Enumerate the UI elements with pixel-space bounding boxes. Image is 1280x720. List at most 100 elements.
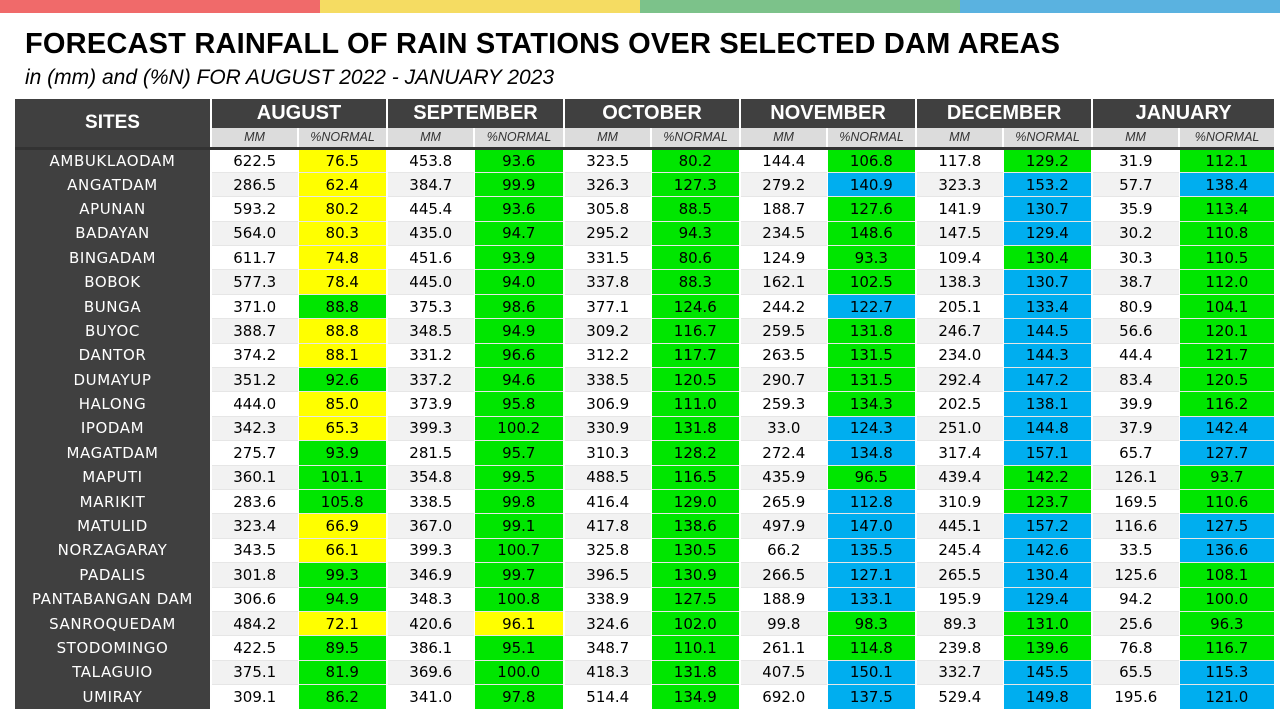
mm-value: 354.8 bbox=[386, 464, 475, 490]
pct-normal-value: 96.5 bbox=[826, 464, 917, 490]
pct-normal-value: 80.2 bbox=[650, 147, 741, 173]
pct-normal-value: 130.4 bbox=[1002, 245, 1093, 270]
mm-value: 30.3 bbox=[1091, 245, 1180, 270]
pct-normal-value: 88.3 bbox=[650, 269, 741, 295]
pct-normal-value: 112.0 bbox=[1178, 269, 1275, 295]
pct-normal-value: 127.1 bbox=[826, 562, 917, 588]
pct-normal-value: 97.8 bbox=[473, 684, 565, 709]
pct-normal-value: 131.8 bbox=[826, 318, 917, 344]
mm-value: 66.2 bbox=[739, 537, 828, 563]
mm-value: 65.7 bbox=[1091, 440, 1180, 466]
pct-normal-value: 81.9 bbox=[297, 659, 388, 685]
pct-normal-value: 127.7 bbox=[1178, 440, 1275, 466]
mm-value: 325.8 bbox=[563, 537, 652, 563]
pct-normal-value: 89.5 bbox=[297, 635, 388, 661]
pct-normal-value: 127.3 bbox=[650, 171, 741, 197]
mm-value: 309.2 bbox=[563, 318, 652, 344]
mm-subheader: MM bbox=[210, 128, 298, 150]
pct-normal-subheader: %NORMAL bbox=[1002, 128, 1093, 150]
mm-value: 80.9 bbox=[1091, 293, 1180, 319]
pct-normal-value: 129.4 bbox=[1002, 220, 1093, 246]
month-header-row: SITES AUGUST SEPTEMBER OCTOBER NOVEMBER DECE… bbox=[15, 99, 1275, 150]
pct-normal-value: 80.2 bbox=[297, 196, 388, 222]
pct-normal-value: 93.7 bbox=[1178, 464, 1275, 490]
pct-normal-value: 104.1 bbox=[1178, 293, 1275, 319]
top-bar-blue bbox=[960, 0, 1280, 13]
mm-value: 37.9 bbox=[1091, 415, 1180, 441]
site-name: AMBUKLAODAM bbox=[15, 147, 211, 173]
pct-normal-value: 114.8 bbox=[826, 635, 917, 661]
mm-value: 89.3 bbox=[915, 610, 1004, 636]
site-name: MATULID bbox=[15, 513, 211, 539]
pct-normal-value: 127.6 bbox=[826, 196, 917, 222]
table-row: ANGATDAM 286.5 62.4 384.7 99.9 326.3 127.3 279.… bbox=[15, 171, 1275, 197]
mm-value: 388.7 bbox=[210, 318, 298, 344]
pct-normal-value: 134.9 bbox=[650, 684, 741, 709]
table-body: AMBUKLAODAM 622.5 76.5 453.8 93.6 323.5 80.2 14… bbox=[15, 147, 1275, 709]
mm-value: 330.9 bbox=[563, 415, 652, 441]
site-name: BADAYAN bbox=[15, 220, 211, 246]
mm-value: 445.1 bbox=[915, 513, 1004, 539]
mm-value: 141.9 bbox=[915, 196, 1004, 222]
pct-normal-subheader: %NORMAL bbox=[650, 128, 741, 150]
pct-normal-value: 131.8 bbox=[650, 415, 741, 441]
mm-value: 169.5 bbox=[1091, 488, 1180, 514]
table-row: NORZAGARAY 343.5 66.1 399.3 100.7 325.8 130.5 6… bbox=[15, 537, 1275, 563]
pct-normal-value: 76.5 bbox=[297, 147, 388, 173]
site-name: PANTABANGAN DAM bbox=[15, 586, 211, 612]
pct-normal-value: 96.3 bbox=[1178, 610, 1275, 636]
pct-normal-value: 157.2 bbox=[1002, 513, 1093, 539]
pct-normal-value: 142.2 bbox=[1002, 464, 1093, 490]
mm-value: 439.4 bbox=[915, 464, 1004, 490]
pct-normal-value: 66.9 bbox=[297, 513, 388, 539]
mm-value: 351.2 bbox=[210, 367, 298, 392]
table-row: MAPUTI 360.1 101.1 354.8 99.5 488.5 116.5 435.9… bbox=[15, 464, 1275, 490]
site-name: DUMAYUP bbox=[15, 367, 211, 392]
pct-normal-value: 137.5 bbox=[826, 684, 917, 709]
table-row: DUMAYUP 351.2 92.6 337.2 94.6 338.5 120.5 290.7… bbox=[15, 367, 1275, 392]
mm-value: 246.7 bbox=[915, 318, 1004, 344]
pct-normal-value: 127.5 bbox=[650, 586, 741, 612]
mm-value: 195.9 bbox=[915, 586, 1004, 612]
pct-normal-value: 88.1 bbox=[297, 342, 388, 368]
pct-normal-value: 131.0 bbox=[1002, 610, 1093, 636]
pct-normal-value: 147.0 bbox=[826, 513, 917, 539]
pct-normal-value: 96.6 bbox=[473, 342, 565, 368]
pct-normal-subheader: %NORMAL bbox=[826, 128, 917, 150]
mm-value: 266.5 bbox=[739, 562, 828, 588]
mm-value: 290.7 bbox=[739, 367, 828, 392]
mm-value: 331.5 bbox=[563, 245, 652, 270]
pct-normal-value: 65.3 bbox=[297, 415, 388, 441]
pct-normal-value: 133.4 bbox=[1002, 293, 1093, 319]
pct-normal-value: 74.8 bbox=[297, 245, 388, 270]
pct-normal-value: 138.1 bbox=[1002, 391, 1093, 417]
pct-normal-value: 112.8 bbox=[826, 488, 917, 514]
table-row: BUNGA 371.0 88.8 375.3 98.6 377.1 124.6 244.2 12… bbox=[15, 293, 1275, 319]
mm-value: 83.4 bbox=[1091, 367, 1180, 392]
pct-normal-value: 123.7 bbox=[1002, 488, 1093, 514]
mm-value: 162.1 bbox=[739, 269, 828, 295]
pct-normal-value: 142.4 bbox=[1178, 415, 1275, 441]
mm-value: 279.2 bbox=[739, 171, 828, 197]
mm-value: 337.2 bbox=[386, 367, 475, 392]
table-row: BINGADAM 611.7 74.8 451.6 93.9 331.5 80.6 124.9… bbox=[15, 245, 1275, 270]
pct-normal-value: 88.8 bbox=[297, 293, 388, 319]
mm-value: 147.5 bbox=[915, 220, 1004, 246]
mm-value: 514.4 bbox=[563, 684, 652, 709]
pct-normal-value: 129.4 bbox=[1002, 586, 1093, 612]
month-header-september: SEPTEMBER bbox=[386, 99, 565, 128]
mm-value: 435.9 bbox=[739, 464, 828, 490]
pct-normal-value: 86.2 bbox=[297, 684, 388, 709]
mm-value: 205.1 bbox=[915, 293, 1004, 319]
pct-normal-value: 138.4 bbox=[1178, 171, 1275, 197]
pct-normal-value: 106.8 bbox=[826, 147, 917, 173]
table-row: TALAGUIO 375.1 81.9 369.6 100.0 418.3 131.8 407… bbox=[15, 659, 1275, 685]
pct-normal-value: 127.5 bbox=[1178, 513, 1275, 539]
pct-normal-value: 98.3 bbox=[826, 610, 917, 636]
pct-normal-value: 122.7 bbox=[826, 293, 917, 319]
pct-normal-value: 98.6 bbox=[473, 293, 565, 319]
pct-normal-value: 149.8 bbox=[1002, 684, 1093, 709]
pct-normal-value: 80.6 bbox=[650, 245, 741, 270]
table-row: HALONG 444.0 85.0 373.9 95.8 306.9 111.0 259.3 1… bbox=[15, 391, 1275, 417]
pct-normal-value: 138.6 bbox=[650, 513, 741, 539]
